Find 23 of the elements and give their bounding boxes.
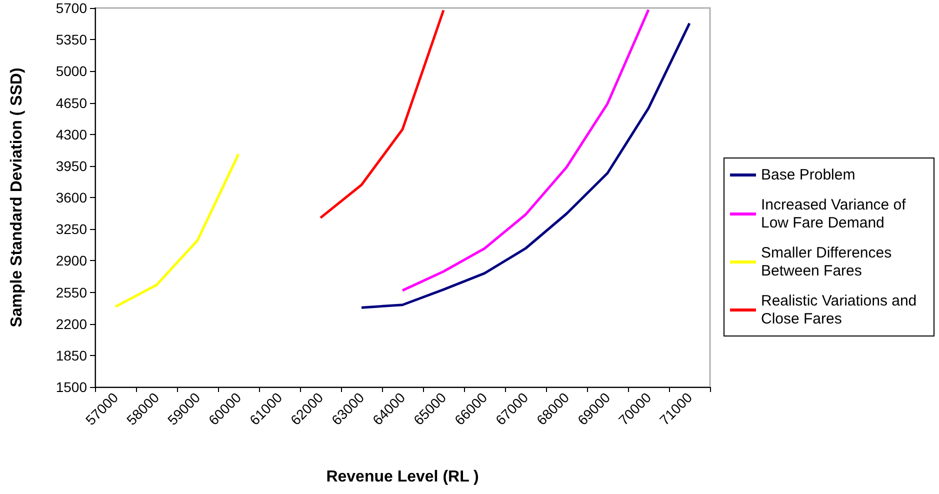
y-tick-label: 2200 — [56, 316, 88, 332]
y-tick-label: 5700 — [56, 0, 88, 16]
y-axis-title: Sample Standard Deviation ( SSD) — [8, 68, 26, 328]
x-axis-title: Revenue Level (RL ) — [326, 468, 479, 486]
y-tick-label: 3600 — [56, 190, 88, 206]
y-tick-label: 2550 — [56, 284, 88, 300]
y-tick-label: 5350 — [56, 32, 88, 48]
y-tick-label: 3950 — [56, 158, 88, 174]
y-tick-label: 4300 — [56, 126, 88, 142]
line-series — [401, 8, 650, 292]
legend-label: Increased Variance of Low Fare Demand — [761, 196, 910, 232]
y-tick-label: 4650 — [56, 94, 88, 111]
y-tick-label: 2900 — [56, 252, 88, 269]
legend-label: Base Problem — [761, 166, 856, 184]
y-tick-label: 1500 — [56, 379, 88, 395]
line-series — [360, 22, 691, 309]
y-tick-label: 1850 — [56, 347, 88, 364]
line-series — [319, 9, 445, 220]
legend-label: Realistic Variations and Close Fares — [761, 292, 921, 328]
line-series — [114, 152, 240, 308]
legend-label: Smaller Differences Between Fares — [761, 244, 896, 280]
y-tick-label: 3250 — [56, 221, 88, 238]
y-tick-label: 5000 — [56, 63, 88, 80]
